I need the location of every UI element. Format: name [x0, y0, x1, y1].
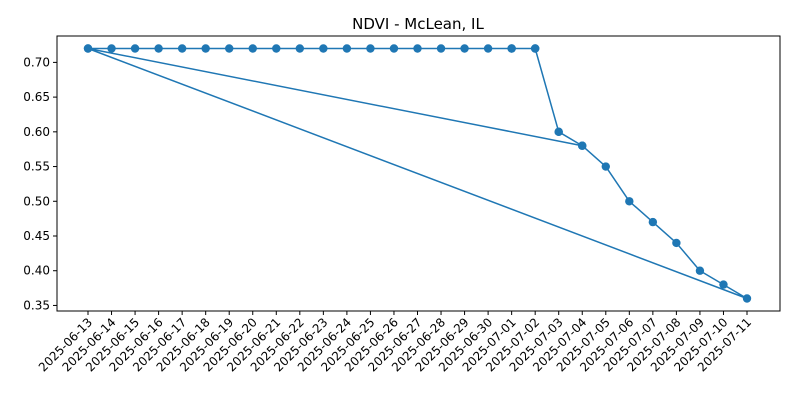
- chart-title: NDVI - McLean, IL: [352, 15, 484, 33]
- data-point: [413, 44, 422, 53]
- data-point: [530, 44, 540, 53]
- data-point: [742, 294, 752, 303]
- data-point: [201, 44, 210, 53]
- data-point: [648, 217, 658, 227]
- y-tick-label: 0.70: [23, 55, 50, 69]
- data-point: [130, 44, 140, 53]
- y-tick-label: 0.55: [23, 160, 50, 174]
- data-point: [177, 44, 187, 53]
- y-tick-label: 0.60: [23, 125, 50, 139]
- data-point: [389, 44, 399, 53]
- data-point: [719, 280, 728, 289]
- data-point: [625, 197, 634, 206]
- data-point: [295, 44, 305, 53]
- data-point: [578, 141, 587, 150]
- data-point: [83, 44, 93, 53]
- y-tick-label: 0.35: [23, 298, 50, 312]
- y-tick-label: 0.40: [23, 264, 50, 278]
- data-point: [342, 44, 352, 53]
- y-tick-label: 0.65: [23, 90, 50, 104]
- data-point: [601, 162, 610, 171]
- data-point: [319, 44, 328, 53]
- data-point: [248, 44, 257, 53]
- series-line: [87, 47, 748, 300]
- data-point: [225, 44, 234, 53]
- y-tick-label: 0.45: [23, 229, 50, 243]
- data-point: [154, 44, 163, 53]
- data-point: [507, 44, 516, 53]
- data-point: [436, 44, 446, 53]
- data-point: [272, 44, 281, 53]
- plot-area-frame: [56, 35, 781, 312]
- data-point: [107, 44, 116, 53]
- data-point: [554, 127, 563, 137]
- y-tick-label: 0.50: [23, 194, 50, 208]
- data-point: [672, 238, 681, 248]
- data-point: [483, 44, 493, 53]
- data-point: [695, 266, 705, 275]
- data-point: [366, 44, 375, 53]
- data-point: [460, 44, 469, 53]
